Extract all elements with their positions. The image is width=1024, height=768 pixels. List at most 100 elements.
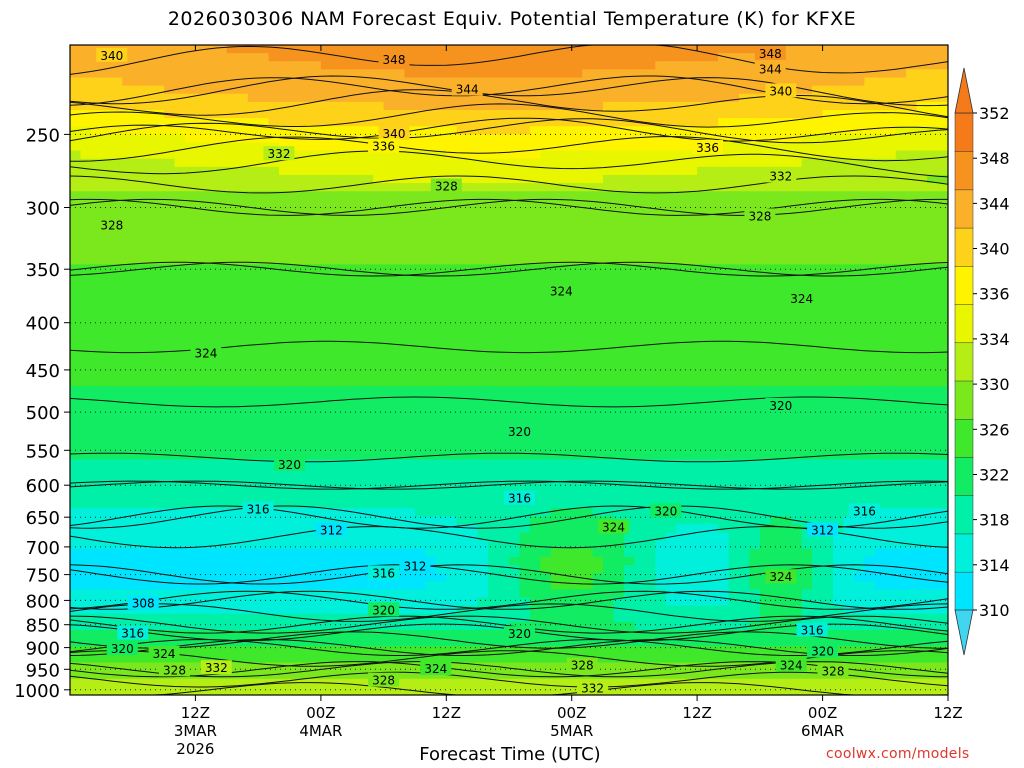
field-cell bbox=[383, 191, 395, 200]
field-cell bbox=[833, 110, 845, 119]
field-cell bbox=[195, 158, 207, 168]
field-cell bbox=[571, 345, 583, 355]
field-cell bbox=[676, 264, 688, 274]
field-cell bbox=[780, 329, 792, 339]
field-cell bbox=[937, 264, 948, 274]
field-cell bbox=[101, 61, 113, 70]
field-cell bbox=[833, 53, 845, 62]
field-cell bbox=[592, 361, 604, 371]
field-cell bbox=[665, 491, 677, 501]
field-cell bbox=[394, 386, 406, 395]
field-cell bbox=[623, 110, 636, 119]
field-cell bbox=[373, 231, 385, 241]
field-cell bbox=[623, 337, 636, 347]
field-cell bbox=[550, 158, 562, 168]
field-cell bbox=[885, 475, 897, 485]
field-cell bbox=[571, 53, 583, 62]
field-cell bbox=[853, 516, 865, 525]
field-cell bbox=[561, 166, 573, 176]
field-cell bbox=[707, 53, 719, 62]
field-cell bbox=[749, 166, 761, 176]
field-cell bbox=[362, 451, 374, 460]
field-cell bbox=[164, 248, 176, 257]
field-cell bbox=[916, 500, 928, 509]
field-cell bbox=[122, 175, 134, 184]
field-cell bbox=[822, 280, 834, 290]
field-cell bbox=[613, 435, 625, 444]
field-cell bbox=[571, 142, 583, 152]
field-cell bbox=[70, 215, 82, 225]
field-cell bbox=[70, 345, 82, 355]
field-cell bbox=[111, 410, 123, 420]
field-cell bbox=[143, 272, 155, 282]
field-cell bbox=[331, 53, 343, 62]
field-cell bbox=[676, 353, 688, 363]
field-cell bbox=[529, 386, 541, 395]
field-cell bbox=[216, 345, 228, 355]
field-cell bbox=[718, 240, 730, 249]
field-cell bbox=[927, 223, 939, 233]
field-cell bbox=[613, 215, 625, 225]
field-cell bbox=[289, 183, 301, 192]
field-cell bbox=[895, 256, 907, 265]
field-cell bbox=[874, 134, 886, 144]
field-cell bbox=[216, 426, 228, 436]
field-cell bbox=[864, 296, 876, 306]
field-cell bbox=[101, 386, 113, 395]
field-cell bbox=[686, 459, 698, 469]
field-cell bbox=[299, 288, 311, 298]
field-cell bbox=[509, 150, 521, 160]
field-cell bbox=[467, 516, 479, 525]
field-cell bbox=[122, 207, 134, 217]
field-cell bbox=[571, 69, 583, 79]
field-cell bbox=[906, 361, 918, 371]
field-cell bbox=[80, 288, 92, 298]
field-cell bbox=[906, 256, 918, 265]
field-cell bbox=[153, 475, 165, 485]
field-cell bbox=[404, 69, 416, 79]
field-cell bbox=[258, 69, 270, 79]
field-cell bbox=[341, 158, 353, 168]
field-cell bbox=[519, 305, 531, 314]
field-cell bbox=[603, 435, 615, 444]
field-cell bbox=[153, 394, 165, 404]
field-cell bbox=[665, 256, 677, 265]
field-cell bbox=[226, 101, 238, 111]
field-cell bbox=[759, 410, 771, 420]
field-cell bbox=[394, 475, 406, 485]
field-cell bbox=[352, 467, 364, 477]
field-cell bbox=[613, 158, 625, 168]
field-cell bbox=[738, 491, 750, 501]
field-cell bbox=[394, 231, 406, 241]
field-cell bbox=[111, 240, 123, 249]
field-cell bbox=[226, 329, 238, 339]
field-cell bbox=[843, 329, 855, 339]
field-cell bbox=[644, 370, 656, 379]
field-cell bbox=[352, 183, 364, 192]
field-cell bbox=[916, 118, 928, 127]
field-cell bbox=[801, 53, 813, 62]
field-cell bbox=[488, 516, 500, 525]
field-cell bbox=[70, 199, 82, 209]
field-cell bbox=[247, 386, 259, 395]
field-cell bbox=[749, 353, 761, 363]
field-cell bbox=[247, 166, 259, 176]
field-cell bbox=[812, 288, 824, 298]
field-cell bbox=[707, 394, 719, 404]
field-cell bbox=[853, 183, 865, 192]
field-cell bbox=[258, 361, 270, 371]
field-cell bbox=[707, 305, 719, 314]
field-cell bbox=[258, 451, 270, 460]
field-cell bbox=[122, 280, 134, 290]
field-cell bbox=[122, 467, 134, 477]
field-cell bbox=[70, 475, 82, 485]
field-cell bbox=[623, 500, 636, 509]
field-cell bbox=[362, 166, 374, 176]
field-cell bbox=[686, 353, 698, 363]
field-cell bbox=[425, 191, 437, 200]
field-cell bbox=[529, 142, 541, 152]
field-cell bbox=[164, 264, 176, 274]
field-cell bbox=[582, 77, 594, 87]
field-cell bbox=[383, 500, 395, 509]
field-cell bbox=[70, 353, 82, 363]
